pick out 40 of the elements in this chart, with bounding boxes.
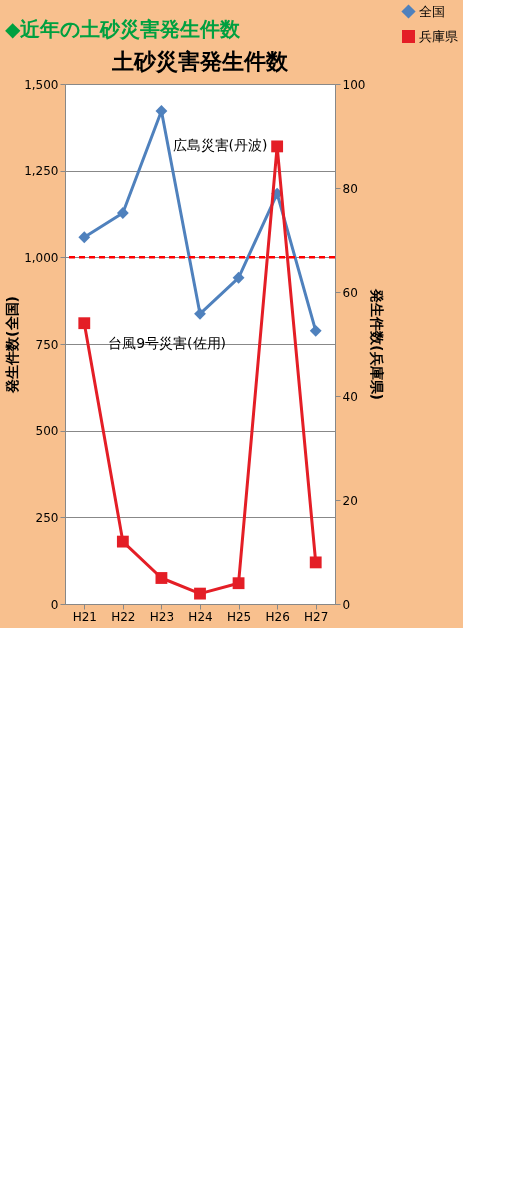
y2-tick-label: 60: [342, 285, 358, 300]
y2-tick-label: 20: [342, 493, 358, 508]
y2-tick-label: 100: [342, 77, 366, 92]
legend-label: 兵庫県: [419, 28, 458, 44]
point: [155, 572, 168, 584]
y2-tick-label: 40: [342, 389, 358, 404]
y-axis-title: 発生件数(全国): [4, 296, 21, 394]
y-tick-label: 1,000: [24, 250, 59, 265]
point: [309, 556, 322, 569]
x-tick-label: H22: [111, 609, 136, 624]
point: [232, 271, 245, 284]
y2-tick-label: 80: [342, 181, 358, 196]
point: [78, 231, 91, 244]
x-tick-label: H26: [265, 609, 290, 624]
x-tick-label: H21: [72, 609, 97, 624]
legend-label: 全国: [419, 3, 445, 19]
x-tick-label: H27: [304, 609, 329, 624]
point: [232, 577, 245, 590]
y-tick-label: 1,250: [24, 164, 59, 179]
point: [194, 307, 206, 320]
y-tick-label: 250: [35, 510, 59, 525]
y-tick-label: 0: [50, 597, 59, 612]
text: ◆近年の土砂災害発生件数: [5, 17, 242, 41]
x-tick-label: H24: [188, 609, 213, 624]
annotation: 台風9号災害(佐用): [108, 335, 227, 351]
y-tick-label: 750: [35, 337, 59, 352]
point: [116, 207, 129, 219]
x-tick-label: H25: [226, 609, 252, 624]
y2-tick-label: 0: [342, 597, 351, 612]
point: [116, 535, 129, 548]
point: [271, 140, 284, 153]
annotation: 広島災害(丹波): [172, 137, 268, 154]
y-tick-label: 500: [35, 424, 59, 439]
y2-axis-title: 発生件数(兵庫県): [369, 288, 386, 400]
point: [194, 587, 206, 600]
x-tick-label: H23: [149, 609, 175, 624]
point: [78, 317, 91, 330]
point: [309, 324, 322, 337]
chart-title: 土砂災害発生件数: [111, 49, 289, 74]
y-tick-label: 1,500: [24, 77, 59, 92]
